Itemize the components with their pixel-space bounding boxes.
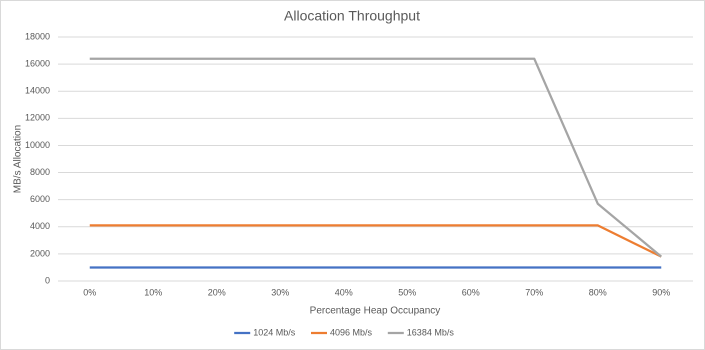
y-tick-label: 8000 [30,167,50,177]
y-tick-label: 14000 [25,86,50,96]
legend-label: 4096 Mb/s [330,327,373,337]
x-tick-label: 60% [462,287,480,297]
y-tick-label: 10000 [25,140,50,150]
chart-title: Allocation Throughput [284,8,420,24]
x-tick-label: 30% [271,287,289,297]
x-tick-label: 80% [589,287,607,297]
series-line [89,57,662,258]
y-tick-label: 18000 [25,31,50,41]
x-tick-label: 90% [652,287,670,297]
legend-label: 16384 Mb/s [407,327,455,337]
x-tick-label: 50% [398,287,416,297]
y-tick-label: 2000 [30,248,50,258]
y-tick-label: 4000 [30,221,50,231]
x-tick-label: 0% [83,287,96,297]
y-tick-label: 0 [45,275,50,285]
y-tick-label: 12000 [25,113,50,123]
y-axis-label: MB/s Allocation [13,125,24,193]
y-tick-label: 16000 [25,58,50,68]
series-line [89,224,662,258]
y-tick-label: 6000 [30,194,50,204]
x-tick-label: 70% [525,287,543,297]
x-tick-label: 10% [144,287,162,297]
x-axis-label: Percentage Heap Occupancy [310,306,441,317]
x-tick-label: 40% [335,287,353,297]
legend-label: 1024 Mb/s [253,327,296,337]
x-tick-label: 20% [208,287,226,297]
